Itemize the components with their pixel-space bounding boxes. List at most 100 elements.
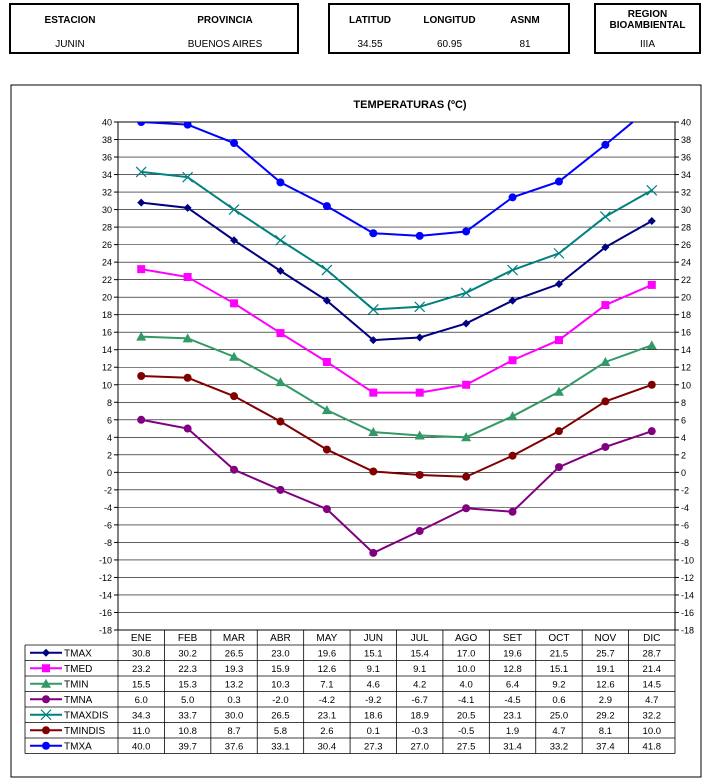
- data-point: [647, 280, 656, 289]
- table-cell: 17.0: [457, 648, 476, 659]
- series-line: [141, 375, 653, 478]
- table-cell: 19.1: [596, 664, 615, 675]
- table-cell: -4.5: [504, 695, 520, 706]
- legend-label: TMAX: [64, 648, 92, 659]
- legend-label: TMINDIS: [64, 726, 105, 737]
- y-tick-label-left: 26: [102, 240, 112, 250]
- data-point: [42, 726, 50, 735]
- station-box: [9, 3, 299, 54]
- table-cell: 9.2: [552, 679, 565, 690]
- y-tick-label-left: 24: [102, 258, 112, 268]
- y-tick-label-right: 14: [681, 345, 691, 355]
- y-tick-label-left: 10: [102, 380, 112, 390]
- y-tick-label-left: -4: [104, 503, 112, 513]
- location-box: [328, 3, 570, 54]
- x-tick-label: MAR: [223, 633, 245, 644]
- table-cell: 10.8: [178, 726, 197, 737]
- region-box: [594, 3, 701, 54]
- table-cell: 26.5: [225, 648, 244, 659]
- legend-label: TMED: [64, 664, 92, 675]
- series-line: [141, 122, 635, 237]
- data-point: [601, 442, 610, 451]
- y-tick-label-right: -4: [681, 503, 689, 513]
- data-point: [42, 741, 50, 750]
- data-point: [137, 265, 146, 274]
- data-point: [230, 392, 239, 401]
- data-point: [553, 386, 564, 396]
- data-point: [415, 527, 424, 536]
- data-point: [183, 273, 192, 282]
- chart-frame: [10, 84, 702, 778]
- table-cell: 12.6: [318, 664, 337, 675]
- y-tick-label-right: 0: [681, 468, 686, 478]
- y-tick-label-right: 20: [681, 293, 691, 303]
- table-cell: -4.2: [319, 695, 335, 706]
- table-cell: 19.6: [318, 648, 337, 659]
- data-point: [647, 380, 656, 389]
- data-point: [230, 465, 239, 474]
- table-cell: 27.3: [364, 741, 383, 752]
- table-cell: 5.8: [274, 726, 287, 737]
- data-point: [601, 140, 610, 149]
- y-tick-label-left: 38: [102, 135, 112, 145]
- table-cell: 21.5: [550, 648, 569, 659]
- data-point: [415, 470, 424, 479]
- x-tick-label: SET: [503, 633, 522, 644]
- table-cell: 23.0: [271, 648, 290, 659]
- data-point: [601, 397, 610, 406]
- x-tick-label: AGO: [455, 633, 477, 644]
- x-tick-label: MAY: [316, 633, 337, 644]
- data-point: [508, 356, 517, 365]
- table-cell: 8.7: [227, 726, 240, 737]
- data-point: [554, 177, 563, 186]
- table-cell: -6.7: [412, 695, 428, 706]
- table-cell: 19.3: [225, 664, 244, 675]
- estacion-value: JUNIN: [55, 39, 85, 50]
- y-tick-label-left: 30: [102, 205, 112, 215]
- y-tick-label-left: -2: [104, 485, 112, 495]
- y-tick-label-left: -8: [104, 538, 112, 548]
- x-tick-label: JUN: [364, 633, 383, 644]
- table-cell: 10.0: [457, 664, 476, 675]
- y-tick-label-right: 6: [681, 415, 686, 425]
- latitud-value: 34.55: [357, 39, 383, 50]
- table-cell: 31.4: [503, 741, 522, 752]
- y-tick-label-right: 32: [681, 188, 691, 198]
- table-cell: 23.1: [503, 710, 522, 721]
- data-point: [646, 184, 658, 196]
- table-cell: 2.6: [320, 726, 333, 737]
- data-point: [322, 202, 331, 211]
- data-point: [554, 463, 563, 472]
- data-point: [507, 411, 518, 421]
- y-tick-label-left: 32: [102, 188, 112, 198]
- y-tick-label-right: 30: [681, 205, 691, 215]
- y-tick-label-right: 40: [681, 118, 691, 128]
- table-cell: -9.2: [365, 695, 381, 706]
- table-cell: 15.3: [178, 679, 197, 690]
- series-tmed: [137, 265, 656, 397]
- table-cell: 9.1: [413, 664, 426, 675]
- table-cell: 11.0: [132, 726, 150, 737]
- table-cell: 10.3: [271, 679, 290, 690]
- y-tick-label-right: 36: [681, 153, 691, 163]
- data-point: [601, 243, 610, 252]
- series-tmaxdis: [135, 166, 658, 315]
- y-tick-label-right: 28: [681, 223, 691, 233]
- data-point: [137, 372, 146, 380]
- table-cell: 10.0: [643, 726, 662, 737]
- table-cell: 4.7: [552, 726, 565, 737]
- data-point: [322, 505, 331, 514]
- data-point: [462, 504, 471, 513]
- table-cell: 30.2: [178, 648, 197, 659]
- y-tick-label-right: -16: [681, 608, 694, 618]
- data-point: [508, 507, 517, 516]
- table-cell: 41.8: [643, 741, 662, 752]
- y-tick-label-left: 4: [107, 433, 112, 443]
- data-point: [601, 301, 610, 310]
- table-cell: 23.2: [132, 664, 151, 675]
- table-cell: -0.3: [412, 726, 428, 737]
- y-tick-label-left: 2: [107, 450, 112, 460]
- data-point: [42, 695, 50, 704]
- table-cell: 4.7: [645, 695, 658, 706]
- series-line: [141, 418, 653, 555]
